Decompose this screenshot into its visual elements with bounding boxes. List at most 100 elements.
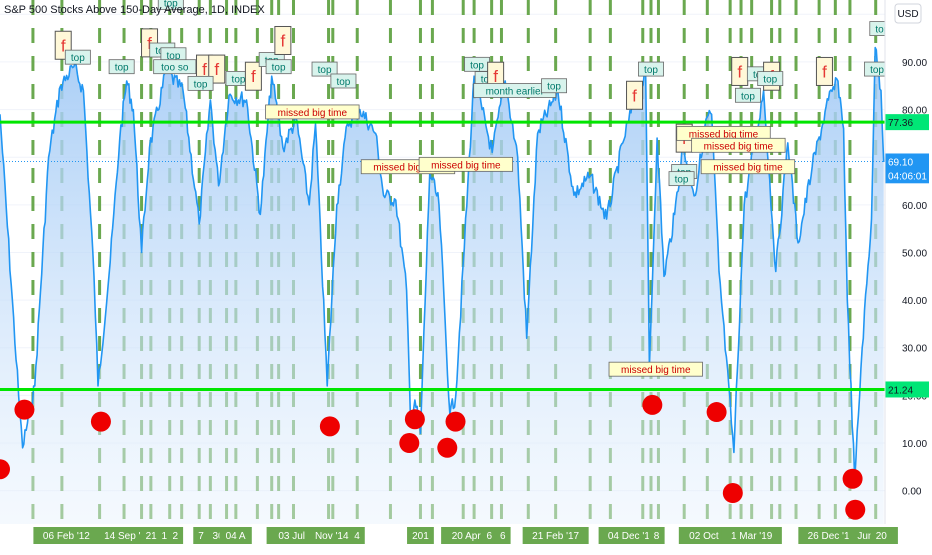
x-tick-label: Nov '14 [315, 531, 349, 542]
x-tick-label: 19 [162, 531, 174, 542]
x-tick-box [349, 527, 365, 544]
red-dot-marker [90, 411, 111, 432]
flag-note-text: f [822, 62, 827, 81]
top-note-text: top [875, 25, 889, 36]
flag-note-box [815, 56, 833, 86]
flag-note-text: f [493, 67, 498, 86]
top-note-text: top [763, 75, 777, 86]
price-label-text: 21.24 [888, 385, 913, 396]
top-note-box [638, 61, 664, 77]
currency-badge[interactable]: USD [894, 3, 922, 24]
missed-note-text: missed big time [689, 129, 759, 140]
missed-note-text: missed big time [621, 365, 691, 376]
x-tick-label: 21 [146, 531, 158, 542]
price-label-box [885, 153, 929, 170]
red-dot-marker [445, 411, 466, 432]
x-tick-box [94, 527, 156, 544]
series-line [0, 46, 885, 482]
x-tick-box [494, 527, 511, 544]
missed-note-box [265, 104, 360, 120]
top-note-text: top [470, 60, 484, 71]
price-label-text: 69.10 [888, 157, 913, 168]
x-tick-label: 30 [213, 531, 225, 542]
top-note-text: top [547, 82, 561, 93]
flag-note-box [626, 80, 644, 110]
x-tick-box [648, 527, 665, 544]
x-tick-box [481, 527, 498, 544]
missed-note-box [608, 361, 703, 377]
x-tick-label: 14 Sep '1 [104, 531, 146, 542]
top-note-text: month earlier [486, 87, 545, 98]
top-note-text: top [741, 91, 755, 102]
price-label-box [885, 381, 929, 398]
currency-label: USD [897, 9, 918, 20]
x-tick-label: 2 [173, 531, 179, 542]
top-note-box [869, 21, 885, 36]
price-label-text: 77.36 [888, 118, 913, 129]
price-label-box [885, 114, 929, 131]
x-tick-label: 26 Dec '19 [808, 531, 856, 542]
top-note-box [864, 61, 885, 77]
top-note-box [541, 78, 568, 94]
top-note-box [153, 59, 197, 75]
top-note-text: top [232, 75, 246, 86]
red-dot-marker [0, 459, 10, 480]
x-tick-label: 04 A [226, 531, 246, 542]
top-note-text: top [164, 0, 178, 9]
missed-note-box [418, 156, 514, 172]
top-note-text: top [870, 65, 884, 76]
x-tick-label: 04 Dec '17 [608, 531, 656, 542]
price-label-box [885, 167, 929, 184]
flag-note-text: f [251, 67, 256, 86]
x-tick-label: 4 [354, 531, 360, 542]
x-tick-label: 6 [486, 531, 492, 542]
top-note-box [108, 59, 135, 75]
x-tick-box [798, 527, 865, 544]
y-tick-label: 50.00 [902, 248, 927, 259]
y-tick-label: 10.00 [902, 439, 927, 450]
top-note-box [187, 75, 214, 91]
red-dot-marker [399, 433, 420, 454]
x-tick-label: 21 Feb '17 [532, 531, 579, 542]
flag-note-text: f [202, 60, 207, 79]
missed-note-text: missed big time [373, 163, 443, 174]
x-tick-label: 02 Oct '18 [689, 531, 735, 542]
top-note-box [64, 49, 91, 65]
x-tick-label: 8 [654, 531, 660, 542]
red-dot-marker [319, 416, 340, 437]
top-note-text: top [336, 77, 350, 88]
flag-note-text: f [737, 62, 742, 81]
missed-note-text: missed big time [713, 163, 783, 174]
x-tick-box [407, 527, 434, 544]
x-tick-box [721, 527, 782, 544]
x-tick-label: 20 Apr '16 [452, 531, 497, 542]
top-note-box [668, 171, 695, 187]
y-tick-label: 60.00 [902, 201, 927, 212]
top-note-text: top [166, 51, 180, 62]
missed-note-box [691, 137, 786, 153]
x-tick-box [140, 527, 162, 544]
flag-note-box [244, 61, 262, 91]
red-dot-marker [14, 399, 35, 420]
x-tick-label: 20 [876, 531, 888, 542]
x-tick-label: 03 Jul '14 [278, 531, 321, 542]
y-tick-label: 90.00 [902, 58, 927, 69]
x-tick-label: 06 Feb '12 [43, 531, 90, 542]
missed-note-text: missed big time [278, 108, 348, 119]
missed-note-box [700, 159, 796, 175]
top-note-text: top [675, 175, 689, 186]
x-tick-label: 1 Mar '19 [731, 531, 773, 542]
flag-note-text: f [61, 36, 66, 55]
y-tick-label: 30.00 [902, 344, 927, 355]
red-dot-marker [642, 394, 663, 415]
red-dot-marker [722, 483, 743, 504]
top-note-text: top [194, 79, 208, 90]
top-note-box [311, 61, 338, 77]
x-tick-box [33, 527, 100, 544]
x-tick-box [193, 527, 209, 544]
flag-note-box [274, 25, 292, 55]
top-note-text: top [318, 65, 332, 76]
x-tick-box [167, 527, 184, 544]
